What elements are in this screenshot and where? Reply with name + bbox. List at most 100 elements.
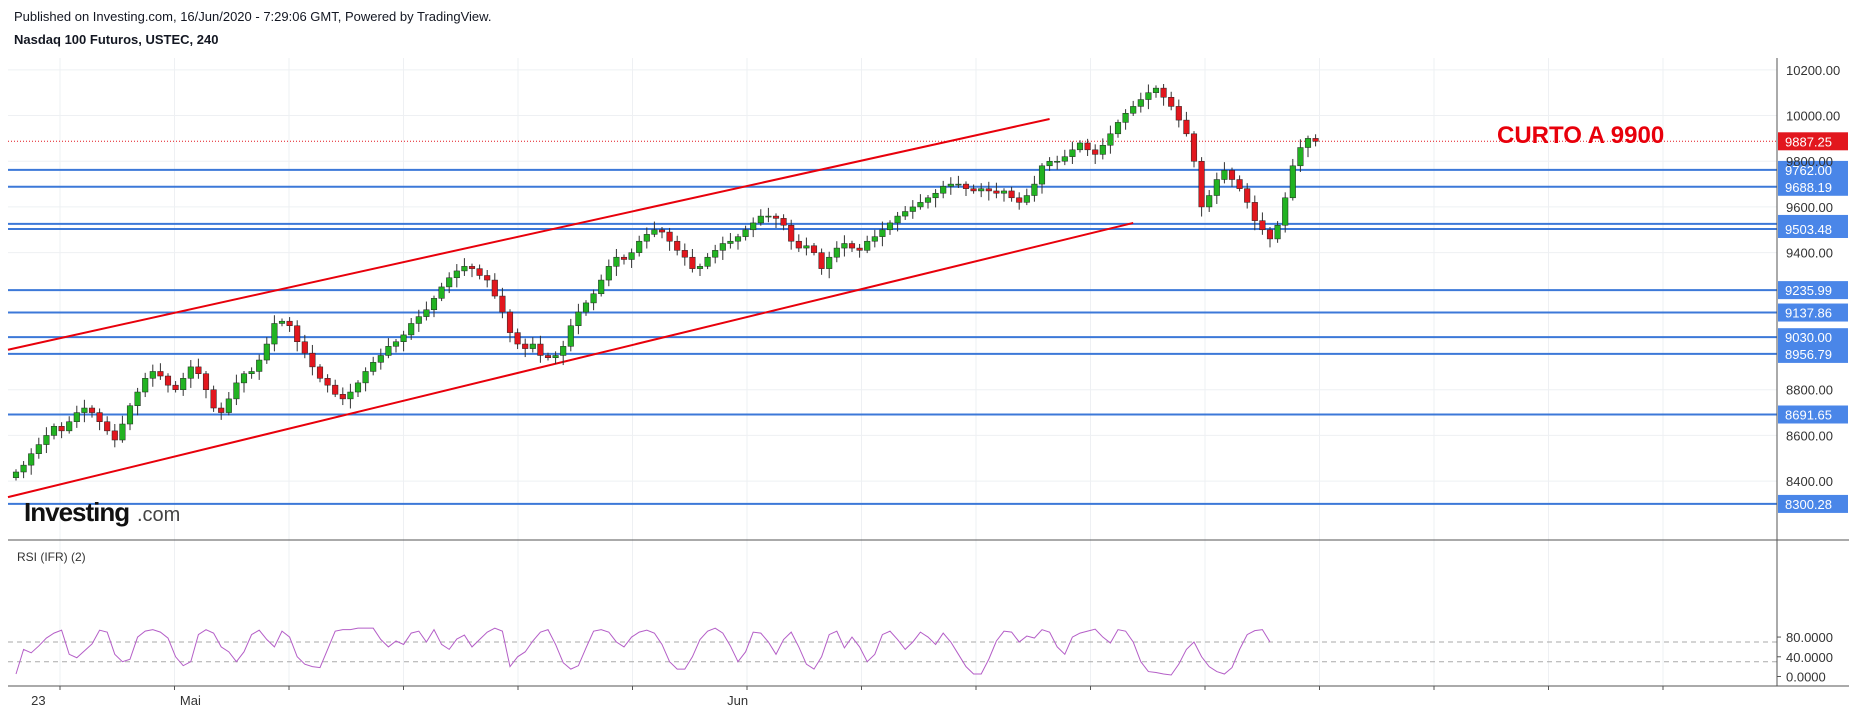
last-price-label: 9887.25	[1785, 134, 1832, 149]
candle-body	[628, 252, 635, 260]
candle-body	[1175, 106, 1182, 121]
rsi-line	[15, 627, 1271, 676]
support-resistance-levels	[8, 140, 1777, 505]
candle-body	[1190, 133, 1198, 162]
candle-body	[468, 266, 476, 269]
candle-body	[218, 407, 225, 413]
price-tick-label: 10000.00	[1786, 109, 1840, 124]
candle-body	[1312, 138, 1319, 142]
price-tick-label: 9800.00	[1786, 154, 1833, 169]
price-tick-label: 8400.00	[1786, 474, 1833, 489]
candle-body	[1145, 92, 1152, 100]
candle-body	[142, 378, 149, 393]
candle-body	[96, 412, 103, 422]
candle-body	[392, 341, 400, 347]
price-axis: 9762.009688.199525.619503.489235.999137.…	[1777, 63, 1848, 685]
candle-body	[719, 243, 726, 251]
candle-body	[1206, 195, 1213, 208]
candle-body	[560, 346, 567, 356]
candle-body	[1038, 165, 1046, 185]
price-tick-label: 8800.00	[1786, 383, 1833, 398]
candle-body	[727, 240, 734, 244]
candle-body	[354, 382, 362, 393]
candle-body	[772, 215, 780, 219]
candle-body	[1213, 179, 1220, 196]
candle-body	[658, 229, 666, 233]
candle-body	[73, 412, 80, 422]
candle-body	[666, 231, 673, 242]
candle-body	[66, 421, 73, 432]
level-label: 8691.65	[1785, 407, 1832, 422]
candle-body	[1183, 119, 1190, 135]
candle-body	[1137, 99, 1144, 107]
level-label-box	[1778, 219, 1848, 238]
candle-body	[1304, 138, 1312, 148]
candle-body	[1076, 142, 1084, 151]
candle-body	[917, 202, 924, 208]
candle-body	[537, 343, 544, 356]
candle-body	[370, 362, 377, 372]
candle-body	[856, 247, 863, 251]
rsi-tick-label: 40.0000	[1786, 650, 1833, 665]
candle-body	[164, 375, 172, 386]
channel-line-upper	[7, 117, 1050, 351]
candle-body	[841, 243, 848, 249]
candle-body	[1114, 122, 1122, 135]
candle-body	[104, 421, 111, 432]
candle-body	[1168, 97, 1175, 107]
candle-body	[894, 215, 901, 224]
candle-body	[278, 320, 286, 324]
candle-body	[316, 366, 324, 379]
candle-body	[1297, 147, 1304, 167]
candle-body	[643, 234, 650, 242]
candle-body	[1054, 160, 1061, 163]
candle-body	[50, 426, 58, 436]
candle-body	[757, 215, 764, 224]
candle-body	[529, 343, 536, 349]
candle-body	[1008, 190, 1015, 199]
candle-body	[689, 256, 696, 269]
candle-body	[651, 229, 658, 235]
level-label-box	[1778, 328, 1848, 347]
candle-body	[415, 316, 422, 324]
logo-suffix: .com	[137, 504, 180, 526]
candle-body	[506, 311, 514, 333]
candle-body	[567, 325, 574, 347]
candle-body	[35, 444, 42, 454]
grid	[8, 58, 1777, 686]
candle-body	[134, 391, 141, 406]
rsi-tick-label: 0.0000	[1786, 670, 1826, 685]
candle-body	[377, 355, 384, 363]
candle-body	[286, 320, 293, 327]
trend-channel	[7, 117, 1134, 499]
candle-body	[126, 405, 134, 425]
candle-body	[674, 240, 681, 251]
candle-body	[780, 218, 787, 226]
candle-body	[1099, 144, 1106, 155]
candle-body	[909, 206, 916, 212]
investing-logo: Investing .com	[24, 497, 180, 527]
logo-brand: Investing	[24, 497, 129, 527]
candle-body	[119, 423, 126, 441]
candles	[12, 84, 1319, 481]
candle-body	[962, 183, 970, 189]
candle-body	[803, 245, 810, 249]
candle-body	[750, 222, 757, 231]
candle-body	[476, 268, 483, 276]
time-axis: 23 Mai Jun	[31, 686, 1664, 708]
candle-body	[1000, 190, 1008, 194]
candle-body	[1221, 170, 1228, 180]
candle-body	[620, 256, 628, 260]
candle-body	[810, 245, 818, 253]
price-tick-label: 8600.00	[1786, 428, 1833, 443]
candle-body	[1152, 87, 1160, 93]
candle-body	[1130, 106, 1137, 114]
candle-body	[332, 384, 339, 395]
candle-body	[947, 183, 954, 187]
candle-body	[1122, 113, 1129, 123]
candle-body	[1251, 202, 1258, 221]
chart-header: Published on Investing.com, 16/Jun/2020 …	[14, 8, 491, 47]
candle-body	[1092, 149, 1099, 155]
candle-body	[605, 266, 612, 281]
